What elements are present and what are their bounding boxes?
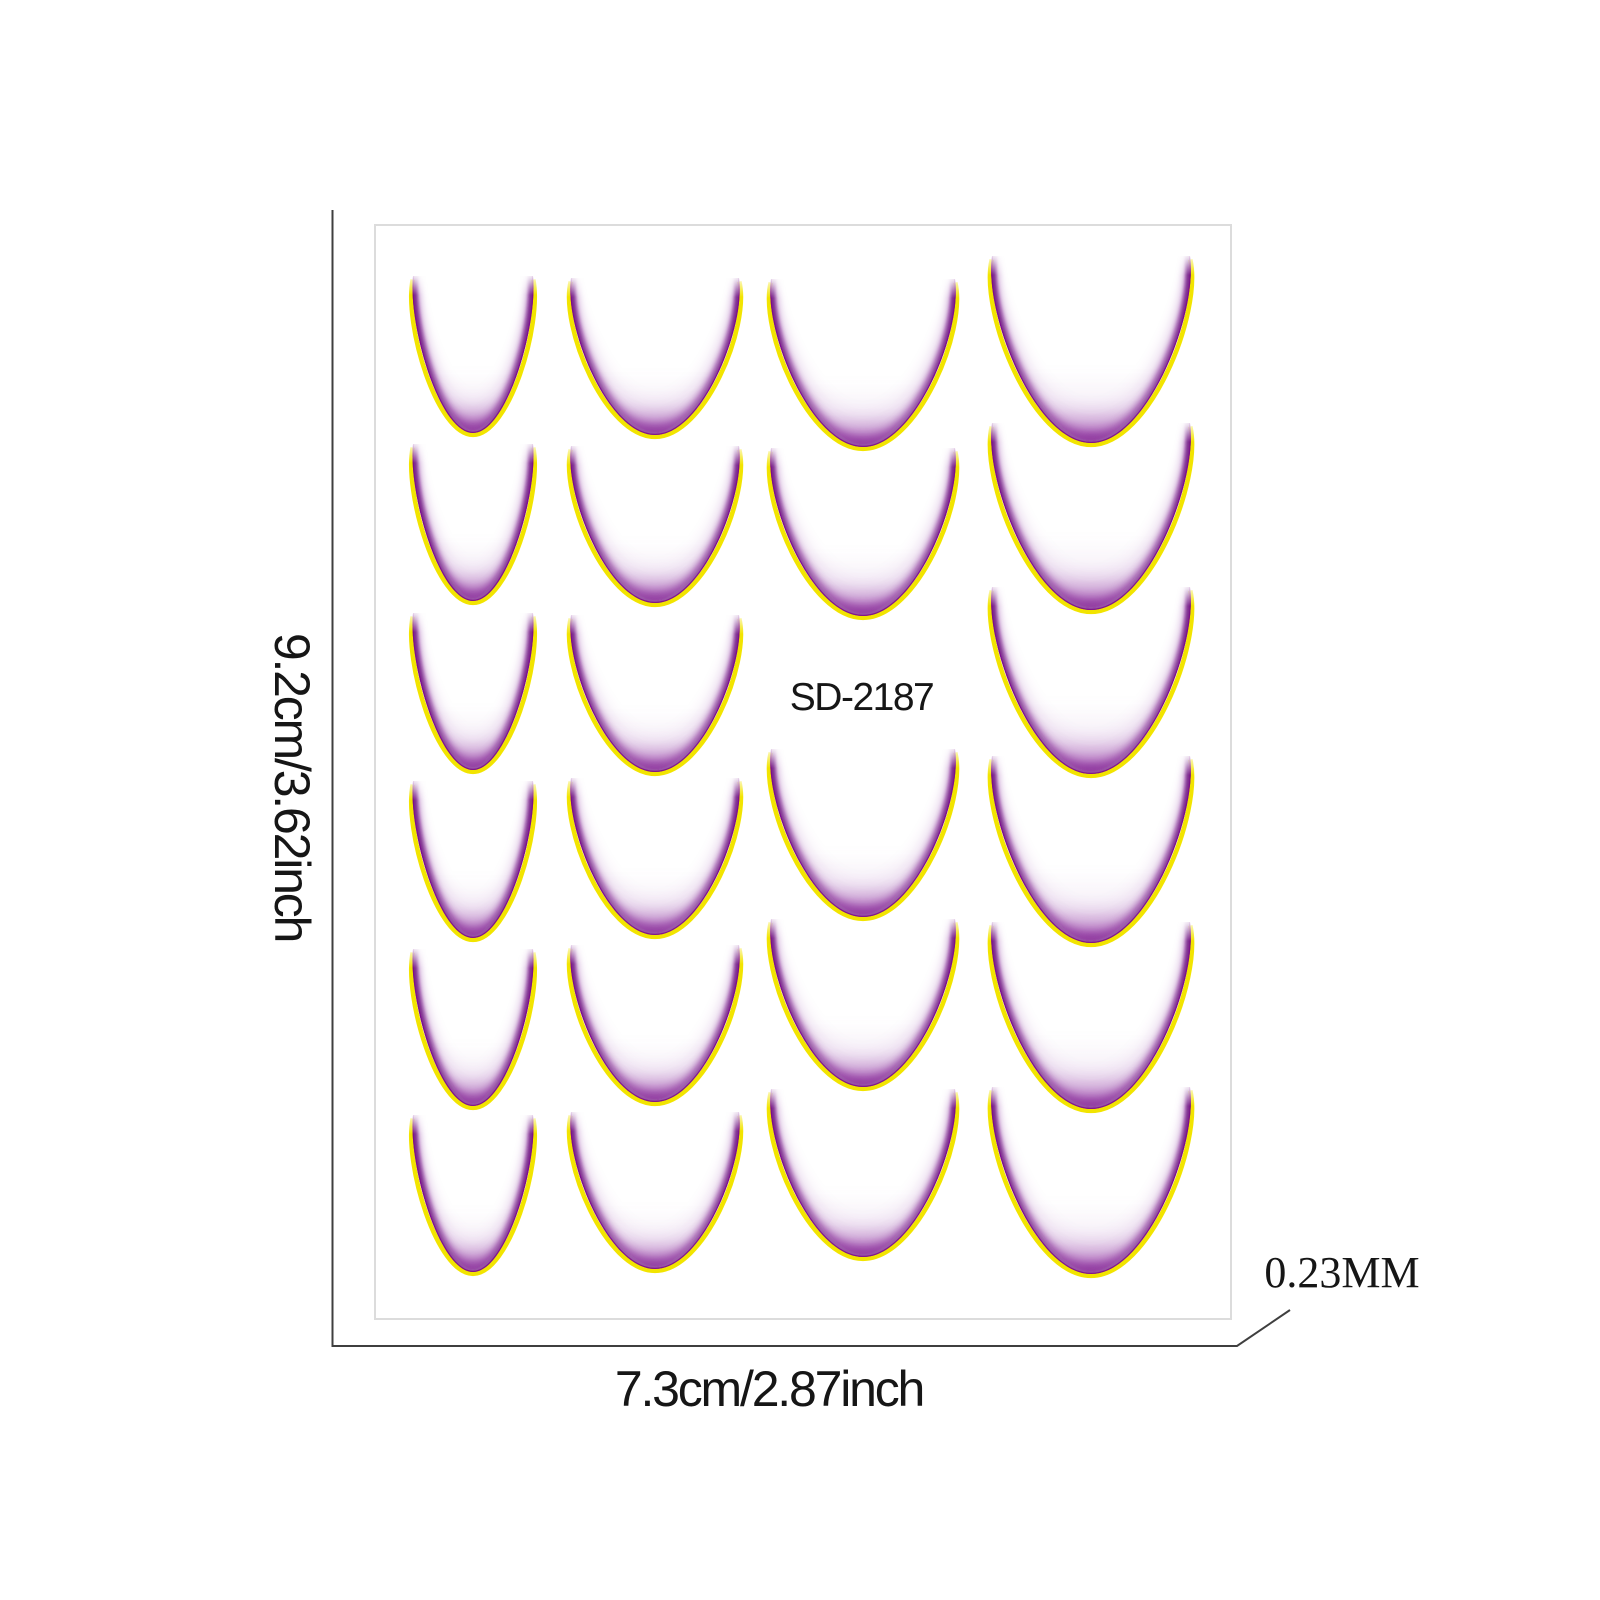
svg-text:0.23MM: 0.23MM <box>1264 1248 1419 1297</box>
svg-text:SD-2187: SD-2187 <box>790 676 933 719</box>
